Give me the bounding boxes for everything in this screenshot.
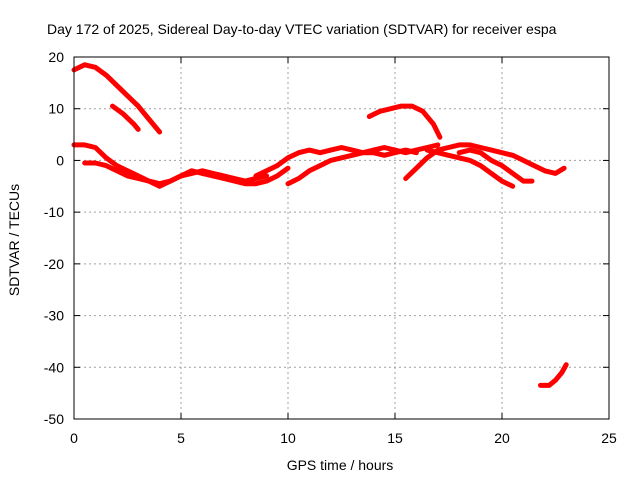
axis-ticks: 0 5 10 15 20 25 -50 -40 -30 -20 -10 0 10 20 (44, 49, 617, 446)
series-arc-6 (285, 147, 419, 187)
y-tick-label: -50 (44, 411, 64, 427)
series-arc-9 (424, 147, 516, 189)
y-tick-label: 20 (48, 49, 64, 65)
y-tick-label: -10 (44, 204, 64, 220)
series-arc-4 (82, 160, 291, 187)
grid (74, 57, 609, 419)
x-tick-label: 15 (387, 430, 403, 446)
y-tick-label: -30 (44, 308, 64, 324)
y-tick-label: -20 (44, 256, 64, 272)
x-tick-label: 0 (70, 430, 78, 446)
series-arc-10 (456, 147, 535, 184)
x-tick-label: 10 (280, 430, 296, 446)
y-tick-label: 0 (56, 152, 64, 168)
data-series (71, 62, 569, 388)
series-arc-1 (71, 62, 163, 135)
series-arc-2 (110, 103, 141, 132)
y-axis-label: SDTVAR / TECUs (6, 184, 22, 296)
x-tick-label: 25 (601, 430, 617, 446)
y-tick-label: -40 (44, 359, 64, 375)
x-axis-label: GPS time / hours (287, 457, 394, 473)
chart-title: Day 172 of 2025, Sidereal Day-to-day VTE… (47, 21, 557, 37)
x-tick-label: 20 (494, 430, 510, 446)
x-tick-label: 5 (177, 430, 185, 446)
plot-frame (73, 56, 610, 420)
series-arc-7 (366, 103, 443, 140)
series-arc-11 (538, 362, 569, 388)
y-tick-label: 10 (48, 101, 64, 117)
